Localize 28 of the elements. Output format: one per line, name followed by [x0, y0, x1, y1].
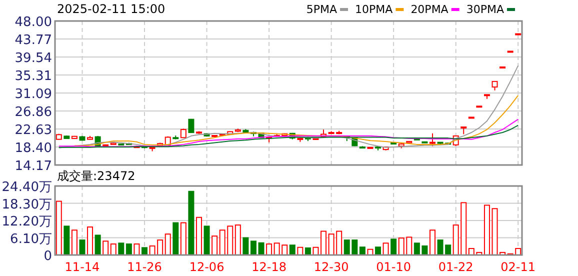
legend-label: 30PMA — [466, 3, 504, 16]
y-tick-label: 12.20万 — [2, 214, 52, 230]
x-tick-label: 01-10 — [376, 260, 412, 274]
y-tick-label: 6.10万 — [10, 232, 52, 247]
x-tick-label: 11-26 — [127, 260, 162, 274]
y-tick-label: 48.00 — [14, 15, 52, 30]
y-tick-label: 22.63 — [14, 122, 52, 138]
chart-title: 2025-02-11 15:00 — [57, 2, 166, 16]
x-tick-label: 02-11 — [500, 260, 536, 274]
legend-label: 20PMA — [410, 3, 449, 16]
y-tick-label: 18.40 — [14, 140, 52, 156]
x-tick-label: 12-06 — [189, 260, 224, 274]
legend-label: 5PMA — [306, 3, 338, 16]
y-tick-label: 39.54 — [14, 51, 52, 66]
x-tick-label: 11-14 — [64, 260, 100, 274]
y-tick-label: 26.86 — [14, 104, 52, 120]
x-tick-label: 01-22 — [438, 260, 474, 274]
y-tick-label: 35.31 — [14, 69, 52, 84]
y-tick-label: 18.30万 — [2, 197, 52, 212]
y-tick-label: 14.17 — [14, 159, 52, 174]
y-tick-label: 24.40万 — [2, 180, 52, 195]
x-tick-label: 12-30 — [314, 260, 349, 274]
y-tick-label: 0 — [44, 249, 52, 264]
legend-label: 10PMA — [355, 3, 394, 16]
y-tick-label: 31.09 — [14, 86, 52, 102]
chart-title: 成交量:23472 — [57, 169, 136, 183]
x-tick-label: 12-18 — [252, 260, 286, 274]
y-tick-label: 43.77 — [14, 33, 52, 48]
